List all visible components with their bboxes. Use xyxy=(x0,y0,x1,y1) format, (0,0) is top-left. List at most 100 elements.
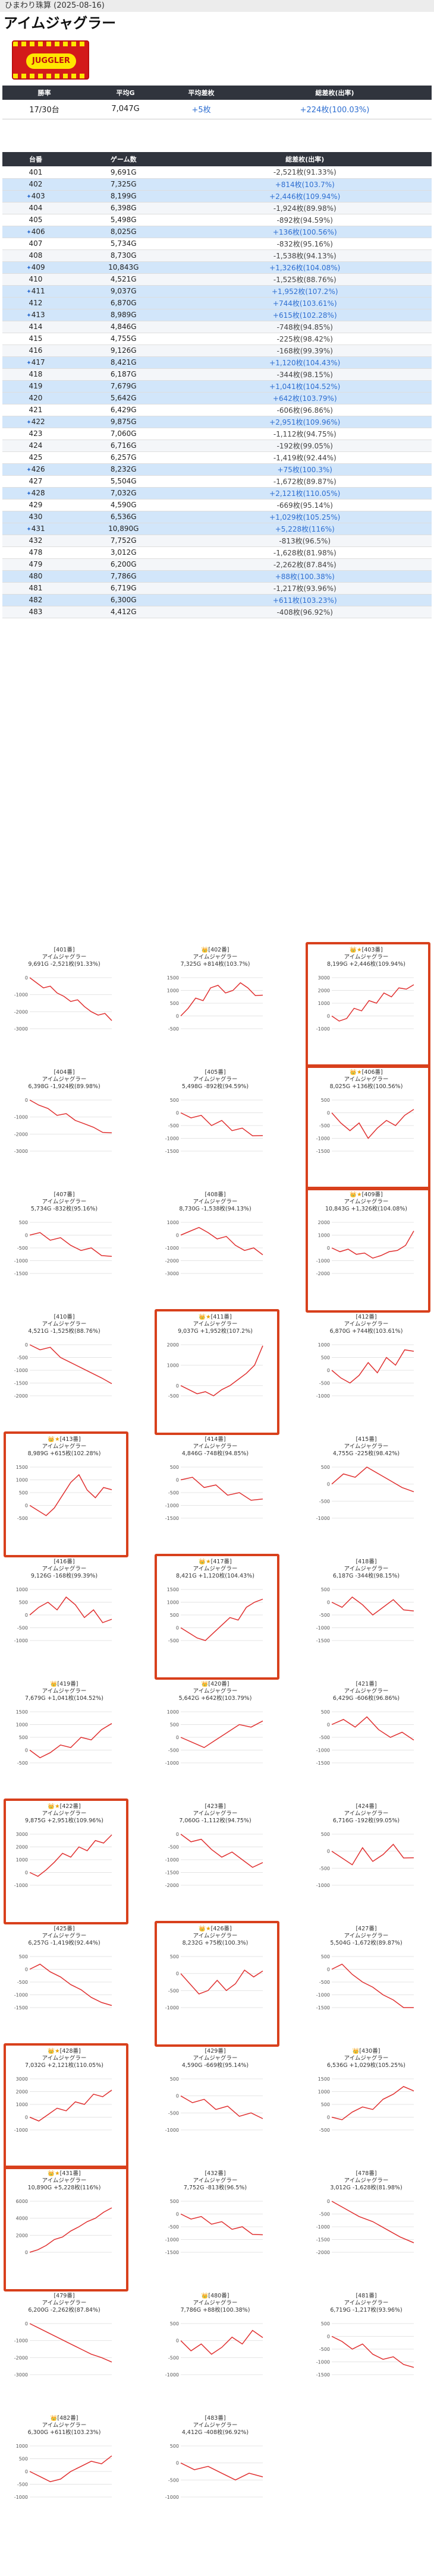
chart-result: 8,421G +1,120枚(104.43%) xyxy=(176,1573,254,1579)
table-row[interactable]: 420 5,642G +642枚(103.79%) xyxy=(2,392,432,404)
machine-chart-card[interactable]: [416番] アイムジャグラー 9,126G -168枚(99.39%) 1000 50… xyxy=(12,1559,117,1668)
star-icon: ✦ xyxy=(26,194,32,200)
y-tick-label: 500 xyxy=(170,1613,179,1618)
table-row[interactable]: 479 6,200G -2,262枚(87.84%) xyxy=(2,558,432,571)
table-row[interactable]: ✦417 8,421G +1,120枚(104.43%) xyxy=(2,356,432,369)
diff-line-chart: 0 -1000 -2000 -3000 xyxy=(14,975,112,1032)
table-row[interactable]: 407 5,734G -832枚(95.16%) xyxy=(2,238,432,250)
table-row[interactable]: 418 6,187G -344枚(98.15%) xyxy=(2,368,432,381)
table-row[interactable]: 405 5,498G -892枚(94.59%) xyxy=(2,214,432,226)
table-row[interactable]: 430 6,536G +1,029枚(105.25%) xyxy=(2,511,432,523)
machine-chart-card[interactable]: [421番] アイムジャグラー 6,429G -606枚(96.86%) 500 0 -5… xyxy=(314,1681,419,1790)
machine-chart-card[interactable]: 👑[420番] アイムジャグラー 5,642G +642枚(103.79%) 1000… xyxy=(163,1681,268,1790)
table-row[interactable]: ✦413 8,989G +615枚(102.28%) xyxy=(2,309,432,321)
machine-chart-card[interactable]: 👑★[422番] アイムジャグラー 9,875G +2,951枚(109.96%) 3… xyxy=(4,1799,128,1924)
machine-chart-card[interactable]: 👑★[426番] アイムジャグラー 8,232G +75枚(100.3%) 500 0 -… xyxy=(155,1921,279,2047)
machine-chart-card[interactable]: 👑★[403番] アイムジャグラー 8,199G +2,446枚(109.94%) 3… xyxy=(306,942,430,1068)
table-row[interactable]: 482 6,300G +611枚(103.23%) xyxy=(2,594,432,606)
table-row[interactable]: 414 4,846G -748枚(94.85%) xyxy=(2,321,432,333)
machine-chart-card[interactable]: [481番] アイムジャグラー 6,719G -1,217枚(93.96%) 500 0… xyxy=(314,2293,419,2402)
machine-games: 6,536G xyxy=(68,511,178,523)
machine-chart-card[interactable]: [425番] アイムジャグラー 6,257G -1,419枚(92.44%) 500 0… xyxy=(12,1926,117,2035)
table-row[interactable]: 481 6,719G -1,217枚(93.96%) xyxy=(2,582,432,595)
series-line xyxy=(29,1723,112,1759)
machine-chart-card[interactable]: 👑[480番] アイムジャグラー 7,786G +88枚(100.38%) 500 0 -… xyxy=(163,2293,268,2402)
machine-chart-card[interactable]: [479番] アイムジャグラー 6,200G -2,262枚(87.84%) 0 -10… xyxy=(12,2293,117,2402)
table-row[interactable]: 432 7,752G -813枚(96.5%) xyxy=(2,535,432,547)
machine-chart-card[interactable]: [423番] アイムジャグラー 7,060G -1,112枚(94.75%) 0 -50… xyxy=(163,1803,268,1913)
table-row[interactable]: ✦411 9,037G +1,952枚(107.2%) xyxy=(2,285,432,298)
chart-machine-no: 403 xyxy=(364,947,375,953)
machine-chart-card[interactable]: 👑★[428番] アイムジャグラー 7,032G +2,121枚(110.05%) 3… xyxy=(4,2043,128,2169)
machine-chart-card[interactable]: [432番] アイムジャグラー 7,752G -813枚(96.5%) 500 0 -50… xyxy=(163,2170,268,2280)
machine-chart-card[interactable]: 👑★[431番] アイムジャグラー 10,890G +5,228枚(116%) 600… xyxy=(4,2166,128,2291)
machine-chart-card[interactable]: [424番] アイムジャグラー 6,716G -192枚(99.05%) 500 0 -5… xyxy=(314,1803,419,1913)
machine-chart-card[interactable]: [478番] アイムジャグラー 3,012G -1,628枚(81.98%) 0 -50… xyxy=(314,2170,419,2280)
series-line xyxy=(29,977,112,1021)
diff-line-chart: 500 0 -500 -1000 -1500 xyxy=(165,1465,263,1521)
table-row[interactable]: 429 4,590G -669枚(95.14%) xyxy=(2,499,432,511)
machine-chart-card[interactable]: [407番] アイムジャグラー 5,734G -832枚(95.16%) 500 0 -5… xyxy=(12,1191,117,1301)
table-row[interactable]: 410 4,521G -1,525枚(88.76%) xyxy=(2,273,432,286)
machine-chart-card[interactable]: [415番] アイムジャグラー 4,755G -225枚(98.42%) 500 0 -5… xyxy=(314,1436,419,1545)
machine-chart-card[interactable]: 👑[402番] アイムジャグラー 7,325G +814枚(103.7%) 1500 1… xyxy=(163,947,268,1056)
table-row[interactable]: 424 6,716G -192枚(99.05%) xyxy=(2,440,432,452)
machine-chart-card[interactable]: [404番] アイムジャグラー 6,398G -1,924枚(89.98%) 0 -10… xyxy=(12,1069,117,1178)
machine-chart-card[interactable]: [418番] アイムジャグラー 6,187G -344枚(98.15%) 500 0 -5… xyxy=(314,1559,419,1668)
machine-chart-card[interactable]: [401番] アイムジャグラー 9,691G -2,521枚(91.33%) 0 -10… xyxy=(12,947,117,1056)
table-row[interactable]: ✦409 10,843G +1,326枚(104.08%) xyxy=(2,261,432,274)
table-row[interactable]: ✦431 10,890G +5,228枚(116%) xyxy=(2,523,432,535)
chart-machine-no: 412 xyxy=(358,1314,369,1320)
machine-chart-card[interactable]: 👑★[413番] アイムジャグラー 8,989G +615枚(102.28%) 150… xyxy=(4,1431,128,1557)
machine-chart-card[interactable]: [414番] アイムジャグラー 4,846G -748枚(94.85%) 500 0 -5… xyxy=(163,1436,268,1545)
table-row[interactable]: ✦403 8,199G +2,446枚(109.94%) xyxy=(2,190,432,203)
machine-chart-card[interactable]: 👑★[406番] アイムジャグラー 8,025G +136枚(100.56%) 500… xyxy=(306,1064,430,1190)
y-tick-label: -2000 xyxy=(14,1131,28,1137)
y-tick-label: 0 xyxy=(176,1014,179,1019)
machine-no-text: 423 xyxy=(29,429,43,438)
machine-chart-card[interactable]: [483番] アイムジャグラー 4,412G -408枚(96.92%) 500 0 -5… xyxy=(163,2415,268,2524)
machine-chart-card[interactable]: 👑★[409番] アイムジャグラー 10,843G +1,326枚(104.08%)… xyxy=(306,1187,430,1313)
machine-chart-card[interactable]: [412番] アイムジャグラー 6,870G +744枚(103.61%) 1000 5… xyxy=(314,1314,419,1423)
table-row[interactable]: ✦406 8,025G +136枚(100.56%) xyxy=(2,226,432,238)
machine-chart-card[interactable]: [429番] アイムジャグラー 4,590G -669枚(95.14%) 500 0 -5… xyxy=(163,2048,268,2157)
table-row[interactable]: 480 7,786G +88枚(100.38%) xyxy=(2,570,432,583)
y-tick-label: -500 xyxy=(319,1613,330,1618)
machine-chart-card[interactable]: 👑[419番] アイムジャグラー 7,679G +1,041枚(104.52%) 15… xyxy=(12,1681,117,1790)
diff-line-chart: 500 0 -500 -1000 -1500 xyxy=(165,1098,263,1154)
y-tick-label: -1000 xyxy=(316,1259,330,1264)
table-row[interactable]: ✦428 7,032G +2,121枚(110.05%) xyxy=(2,487,432,500)
y-tick-label: 500 xyxy=(321,1709,330,1715)
machine-chart-card[interactable]: [408番] アイムジャグラー 8,730G -1,538枚(94.13%) 1000… xyxy=(163,1191,268,1301)
machine-chart-card[interactable]: 👑★[411番] アイムジャグラー 9,037G +1,952枚(107.2%) 20… xyxy=(155,1309,279,1435)
table-row[interactable]: 421 6,429G -606枚(96.86%) xyxy=(2,404,432,416)
table-row[interactable]: 483 4,412G -408枚(96.92%) xyxy=(2,606,432,618)
table-row[interactable]: 425 6,257G -1,419枚(92.44%) xyxy=(2,451,432,464)
table-row[interactable]: 416 9,126G -168枚(99.39%) xyxy=(2,344,432,357)
table-row[interactable]: 402 7,325G +814枚(103.7%) xyxy=(2,178,432,191)
y-tick-label: -500 xyxy=(319,1381,330,1386)
table-row[interactable]: ✦426 8,232G +75枚(100.3%) xyxy=(2,463,432,476)
table-row[interactable]: 408 8,730G -1,538枚(94.13%) xyxy=(2,249,432,262)
y-tick-label: 0 xyxy=(25,1870,28,1876)
machine-diff: -225枚(98.42%) xyxy=(178,333,432,345)
machine-chart-card[interactable]: 👑[482番] アイムジャグラー 6,300G +611枚(103.23%) 1000… xyxy=(12,2415,117,2524)
table-row[interactable]: 423 7,060G -1,112枚(94.75%) xyxy=(2,428,432,440)
table-row[interactable]: 427 5,504G -1,672枚(89.87%) xyxy=(2,475,432,488)
table-row[interactable]: 404 6,398G -1,924枚(89.98%) xyxy=(2,202,432,214)
table-row[interactable]: 412 6,870G +744枚(103.61%) xyxy=(2,297,432,309)
machine-chart-card[interactable]: 👑[430番] アイムジャグラー 6,536G +1,029枚(105.25%) 15… xyxy=(314,2048,419,2157)
machine-chart-card[interactable]: [410番] アイムジャグラー 4,521G -1,525枚(88.76%) 0 -50… xyxy=(12,1314,117,1423)
y-tick-label: 3000 xyxy=(16,2076,28,2082)
machine-chart-card[interactable]: [427番] アイムジャグラー 5,504G -1,672枚(89.87%) 500 0… xyxy=(314,1926,419,2035)
table-row[interactable]: 401 9,691G -2,521枚(91.33%) xyxy=(2,166,432,179)
machine-chart-card[interactable]: [405番] アイムジャグラー 5,498G -892枚(94.59%) 500 0 -5… xyxy=(163,1069,268,1178)
table-row[interactable]: 419 7,679G +1,041枚(104.52%) xyxy=(2,380,432,393)
table-row[interactable]: 415 4,755G -225枚(98.42%) xyxy=(2,333,432,345)
y-tick-label: -1500 xyxy=(165,1516,179,1521)
table-row[interactable]: 478 3,012G -1,628枚(81.98%) xyxy=(2,546,432,559)
y-tick-label: 0 xyxy=(176,2094,179,2099)
table-row[interactable]: ✦422 9,875G +2,951枚(109.96%) xyxy=(2,416,432,428)
y-tick-label: 0 xyxy=(25,975,28,981)
machine-chart-card[interactable]: 👑★[417番] アイムジャグラー 8,421G +1,120枚(104.43%) 1… xyxy=(155,1554,279,1680)
